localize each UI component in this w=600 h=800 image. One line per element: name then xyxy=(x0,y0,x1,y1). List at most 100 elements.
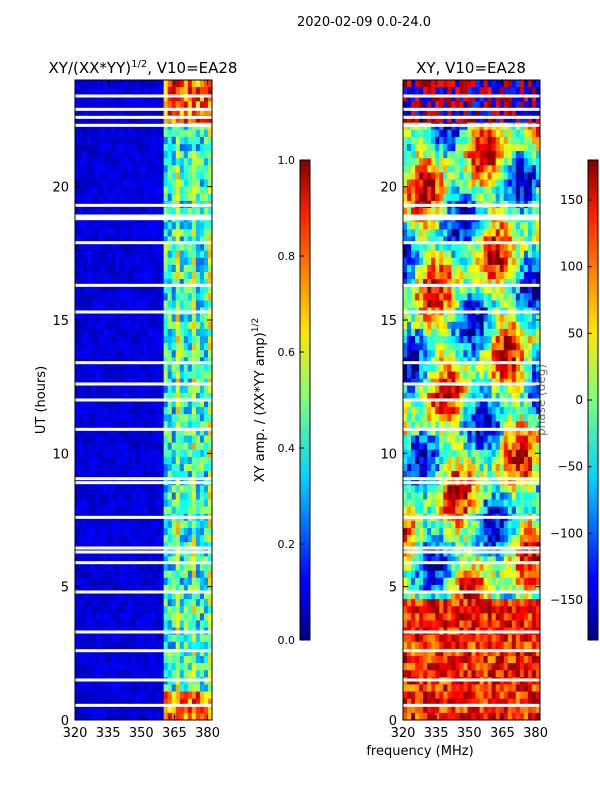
heatmap-cell xyxy=(515,456,521,465)
heatmap-cell xyxy=(471,300,477,309)
heatmap-cell xyxy=(155,464,161,472)
heatmap-cell xyxy=(423,293,428,302)
heatmap-cell xyxy=(127,485,133,494)
heatmap-cell xyxy=(475,108,481,117)
heatmap-cell xyxy=(415,193,420,202)
heatmap-cell xyxy=(75,293,80,302)
heatmap-cell xyxy=(119,506,124,515)
heatmap-cell xyxy=(199,435,205,444)
heatmap-cell xyxy=(463,115,469,124)
heatmap-cell xyxy=(403,272,408,280)
heatmap-cell xyxy=(103,414,108,422)
heatmap-cell xyxy=(139,371,145,380)
heatmap-cell xyxy=(503,321,509,330)
heatmap-cell xyxy=(535,314,540,323)
heatmap-cell xyxy=(83,314,88,323)
heatmap-cell xyxy=(531,350,537,358)
heatmap-cell xyxy=(499,186,505,195)
heatmap-cell xyxy=(91,670,96,678)
heatmap-cell xyxy=(515,343,521,351)
heatmap-cell xyxy=(423,421,428,430)
heatmap-cell xyxy=(487,385,493,394)
heatmap-cell xyxy=(459,449,465,458)
heatmap-cell xyxy=(507,243,513,252)
heatmap-cell xyxy=(147,172,153,181)
heatmap-cell xyxy=(175,314,181,323)
heatmap-cell xyxy=(535,229,540,238)
heatmap-cell xyxy=(131,371,137,380)
heatmap-cell xyxy=(119,272,124,280)
heatmap-cell xyxy=(111,691,116,700)
heatmap-cell xyxy=(183,115,189,124)
heatmap-cell xyxy=(95,108,100,117)
heatmap-cell xyxy=(203,456,209,465)
heatmap-cell xyxy=(443,464,448,472)
heatmap-cell xyxy=(91,656,96,664)
heatmap-cell xyxy=(203,328,209,337)
heatmap-cell xyxy=(87,392,92,401)
heatmap-cell xyxy=(191,485,197,494)
heatmap-cell xyxy=(175,442,181,451)
heatmap-cell xyxy=(83,193,88,202)
heatmap-cell xyxy=(175,136,181,145)
colorbar1-ticks: 0.00.20.40.60.81.0 xyxy=(278,154,304,647)
heatmap-cell xyxy=(155,314,161,323)
heatmap-cell xyxy=(143,492,149,501)
heatmap-cell xyxy=(167,535,173,543)
heatmap-cell xyxy=(199,464,205,472)
data-gap xyxy=(75,283,212,287)
heatmap-cell xyxy=(207,485,212,494)
heatmap-cell xyxy=(475,165,481,174)
heatmap-cell xyxy=(455,300,461,309)
heatmap-cell xyxy=(195,620,201,629)
heatmap-cell xyxy=(447,222,452,230)
heatmap-cell xyxy=(159,570,165,579)
heatmap-cell xyxy=(447,151,452,159)
heatmap-cell xyxy=(195,584,201,593)
heatmap-cell xyxy=(203,492,209,501)
heatmap-cell xyxy=(151,293,157,302)
heatmap-cell xyxy=(111,371,116,380)
heatmap-cell xyxy=(175,243,181,252)
heatmap-cell xyxy=(515,222,521,230)
heatmap-cell xyxy=(167,371,173,380)
heatmap-cell xyxy=(151,208,157,216)
heatmap-cell xyxy=(183,656,189,664)
heatmap-cell xyxy=(91,385,96,394)
heatmap-cell xyxy=(439,87,444,95)
heatmap-cell xyxy=(191,80,197,88)
heatmap-cell xyxy=(155,243,161,252)
heatmap-cell xyxy=(131,193,137,202)
heatmap-cell xyxy=(87,442,92,451)
heatmap-cell xyxy=(167,392,173,401)
heatmap-cell xyxy=(515,336,521,344)
heatmap-cell xyxy=(195,179,201,188)
heatmap-cell xyxy=(127,108,133,117)
heatmap-cell xyxy=(467,158,473,166)
heatmap-cell xyxy=(519,414,525,422)
heatmap-cell xyxy=(535,243,540,252)
heatmap-cell xyxy=(95,599,100,607)
heatmap-cell xyxy=(79,165,84,174)
heatmap-cell xyxy=(131,151,137,159)
heatmap-cell xyxy=(427,222,432,230)
heatmap-cell xyxy=(475,272,481,280)
heatmap-cell xyxy=(143,449,149,458)
data-gap xyxy=(75,703,212,707)
heatmap-cell xyxy=(171,535,177,543)
heatmap-cell xyxy=(407,414,412,422)
heatmap-cell xyxy=(175,193,181,202)
heatmap-cell xyxy=(91,208,96,216)
heatmap-cell xyxy=(147,670,153,678)
heatmap-cell xyxy=(495,293,501,302)
heatmap-cell xyxy=(407,236,412,245)
heatmap-cell xyxy=(195,193,201,202)
heatmap-cell xyxy=(495,80,501,88)
heatmap-cell xyxy=(451,80,456,88)
heatmap-cell xyxy=(155,250,161,259)
heatmap-cell xyxy=(199,151,205,159)
heatmap-cell xyxy=(155,670,161,678)
heatmap-cell xyxy=(407,158,412,166)
heatmap-cell xyxy=(183,421,189,430)
heatmap-cell xyxy=(163,670,169,678)
